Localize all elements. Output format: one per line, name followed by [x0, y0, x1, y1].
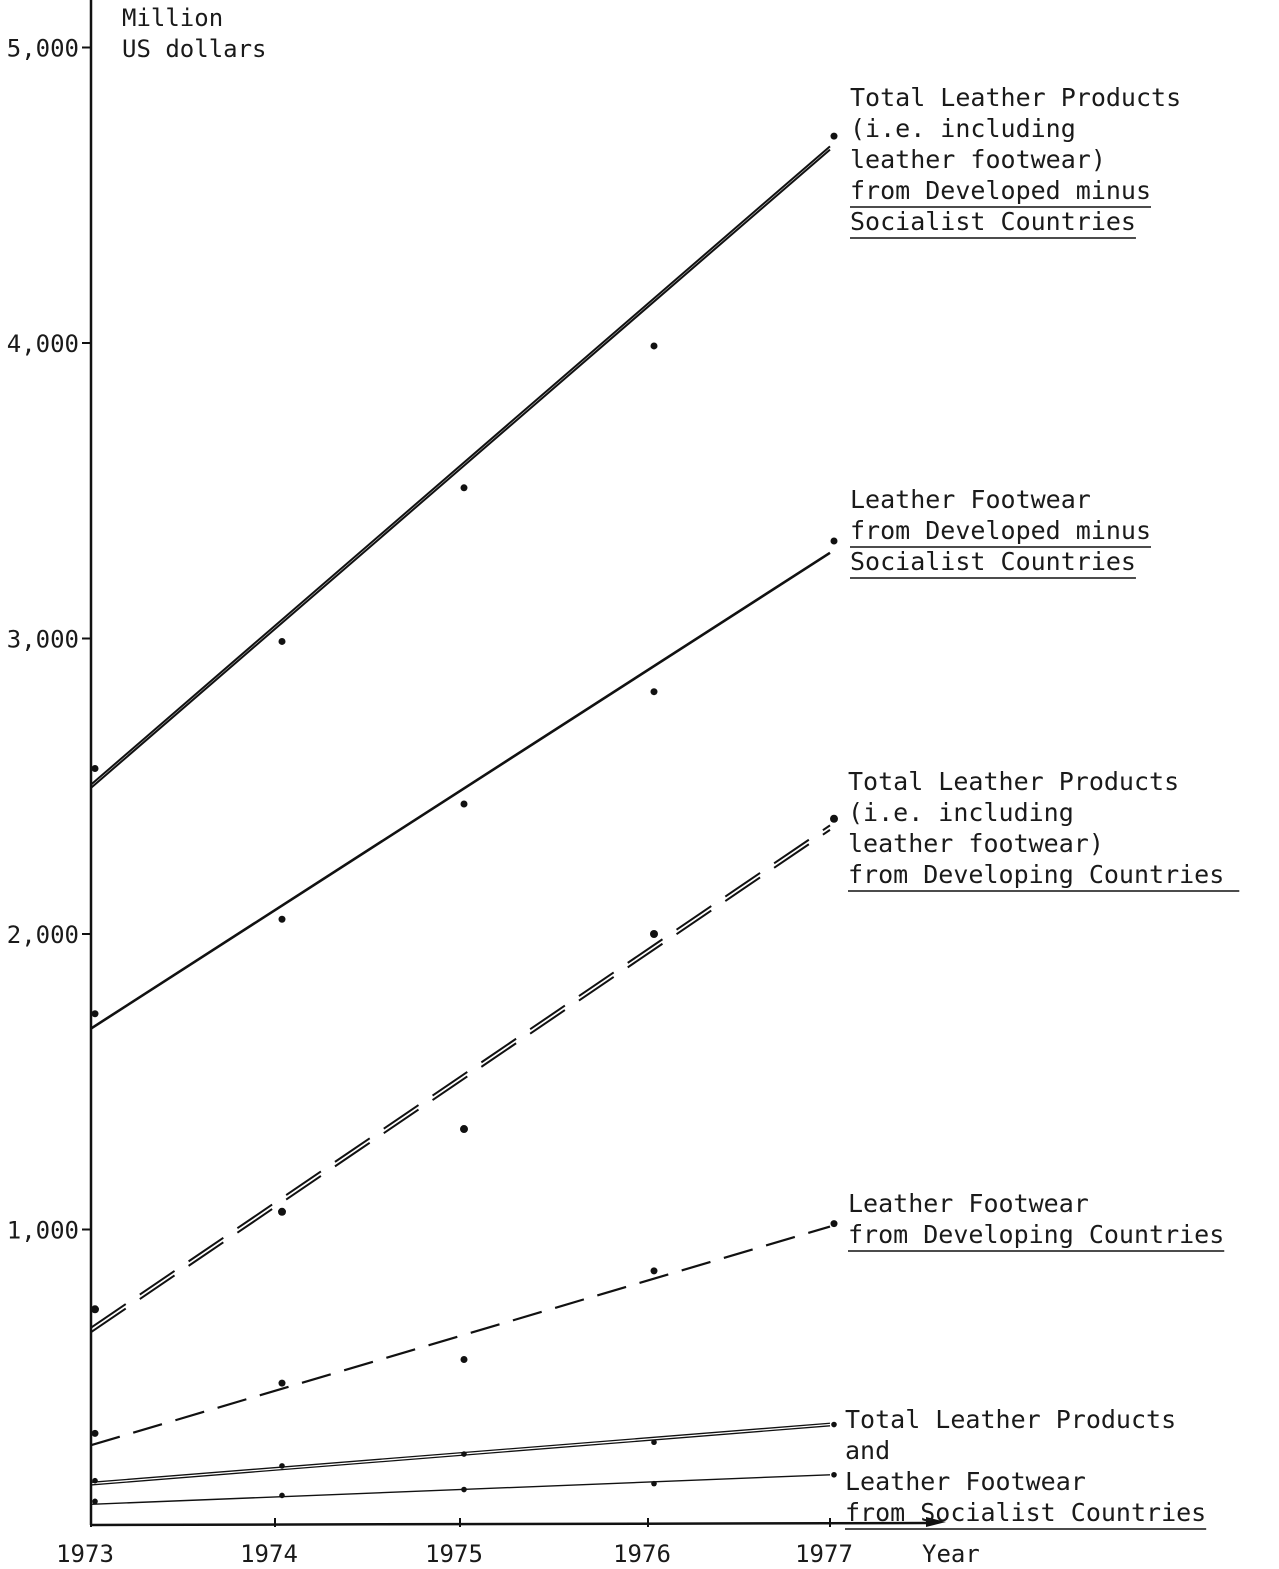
series-label-line: Total Leather Products: [850, 83, 1181, 112]
data-point: [461, 1486, 467, 1493]
series-label-line: from Socialist Countries: [845, 1498, 1206, 1527]
data-point: [460, 1356, 468, 1364]
series-label-line: and: [845, 1436, 890, 1465]
trend-line: [90, 824, 831, 1329]
series-2: [90, 814, 838, 1334]
data-point: [650, 1267, 658, 1275]
x-axis-arrow: [926, 1517, 946, 1527]
series-label-line: leather footwear): [850, 145, 1106, 174]
data-point: [831, 1421, 837, 1428]
series-layer: [90, 132, 838, 1506]
y-axis-unit-label: Million US dollars: [122, 4, 267, 63]
x-tick-label: 1975: [425, 1540, 483, 1568]
series-label-line: Leather Footwear: [848, 1189, 1089, 1218]
trend-line: [90, 551, 831, 1030]
y-tick-label: 5,000: [7, 35, 79, 63]
series-1: [90, 537, 838, 1030]
y-tick-label: 1,000: [7, 1217, 79, 1245]
series-label-line: from Developed minus: [850, 176, 1151, 205]
series-3: [90, 1220, 838, 1447]
series-label-line: from Developed minus: [850, 516, 1151, 545]
trend-line: [90, 1225, 831, 1447]
data-point: [91, 1010, 99, 1018]
x-tick-label: 1976: [613, 1540, 671, 1568]
series-label-line: (i.e. including: [848, 798, 1074, 827]
trend-line: [90, 829, 831, 1334]
data-point: [279, 1492, 285, 1499]
y-ticks: 1,000 2,000 3,000 4,000 5,000: [7, 35, 91, 1245]
x-axis: [90, 1521, 929, 1527]
trend-line: [90, 1422, 831, 1483]
x-ticks: 1973 1974 1975 1976 1977: [56, 1518, 853, 1568]
x-tick-label: 1974: [240, 1540, 298, 1568]
data-point: [651, 1480, 657, 1487]
x-axis-title: Year: [922, 1540, 980, 1568]
data-point: [279, 1463, 285, 1469]
y-tick-label: 2,000: [7, 921, 79, 949]
series-0: [90, 132, 838, 789]
series-label-line: Total Leather Products: [845, 1405, 1176, 1434]
data-point: [461, 1451, 467, 1457]
trend-line: [90, 1425, 831, 1486]
x-tick-label: 1977: [795, 1540, 853, 1568]
series-label-line: Socialist Countries: [850, 547, 1136, 576]
series-label-line: from Developing Countries: [848, 860, 1224, 889]
series-label-line: leather footwear): [848, 829, 1104, 858]
data-point: [830, 1220, 838, 1228]
x-tick-label: 1973: [56, 1540, 114, 1568]
y-axis-unit-line-2: US dollars: [122, 35, 267, 63]
data-point: [650, 930, 658, 938]
data-point: [91, 1305, 99, 1314]
series-label-line: Total Leather Products: [848, 767, 1179, 796]
data-point: [460, 484, 468, 492]
data-point: [650, 342, 658, 350]
data-point: [278, 1207, 286, 1216]
data-point: [278, 915, 286, 923]
data-point: [651, 1439, 657, 1446]
series-label-line: from Developing Countries: [848, 1220, 1224, 1249]
trend-line: [90, 145, 831, 786]
data-point: [92, 1477, 98, 1484]
series-label-line: Leather Footwear: [845, 1467, 1086, 1496]
series-4: [90, 1421, 837, 1486]
series-5: [90, 1471, 837, 1506]
series-label-line: Leather Footwear: [850, 485, 1091, 514]
data-point: [830, 814, 838, 823]
data-point: [278, 1379, 286, 1387]
trend-line: [90, 1474, 831, 1506]
data-point: [278, 637, 286, 645]
trend-line: [90, 148, 831, 789]
series-label-0: Total Leather Products(i.e. including le…: [850, 83, 1181, 239]
data-point: [831, 1471, 837, 1478]
series-label-line: (i.e. including: [850, 114, 1076, 143]
data-point: [91, 765, 99, 773]
data-point: [460, 1125, 468, 1134]
axes: [89, 0, 946, 1527]
data-point: [830, 132, 838, 140]
data-point: [91, 1429, 99, 1437]
y-axis-unit-line-1: Million: [122, 4, 223, 32]
y-tick-label: 3,000: [7, 626, 79, 654]
data-point: [830, 537, 838, 545]
data-point: [650, 688, 658, 696]
data-point: [460, 800, 468, 808]
series-label-line: Socialist Countries: [850, 207, 1136, 236]
series-label-2: Total Leather Products(i.e. including le…: [848, 767, 1240, 892]
data-point: [92, 1498, 98, 1505]
y-tick-label: 4,000: [7, 330, 79, 358]
series-labels: Total Leather Products(i.e. including le…: [845, 83, 1240, 1530]
